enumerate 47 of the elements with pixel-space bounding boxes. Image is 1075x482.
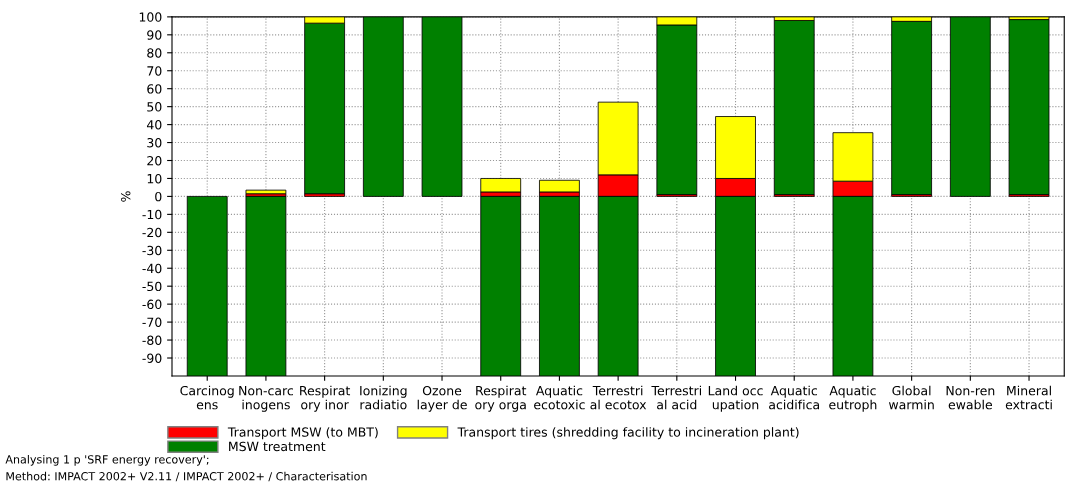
bar bbox=[891, 20, 933, 196]
legend-label: MSW treatment bbox=[229, 441, 326, 452]
y-tick-label: -30 bbox=[142, 245, 162, 256]
y-tick-label: -20 bbox=[142, 227, 162, 238]
x-tick-label: Aquatic acidifica bbox=[769, 385, 819, 410]
y-axis-title: % bbox=[120, 191, 131, 202]
bar bbox=[480, 178, 522, 193]
text: Analysing 1 p 'SRF energy recovery'; bbox=[5, 454, 209, 466]
legend-label: Transport tires (shredding facility to incineration plant) bbox=[457, 427, 799, 440]
x-tick-label: Non-ren ewable bbox=[946, 386, 995, 410]
text: Method: IMPACT 2002+ V2.11 / IMPACT 2002+ / Characterisation bbox=[6, 471, 367, 482]
y-tick-label: 10 bbox=[147, 173, 162, 184]
x-tick-label: Aquatic ecotoxic bbox=[534, 385, 585, 410]
y-tick-label: -90 bbox=[142, 353, 162, 363]
y-tick-label: 0 bbox=[155, 191, 162, 202]
x-tick-label: Global warmin bbox=[888, 385, 934, 410]
x-tick-label: Ozone layer de bbox=[417, 385, 467, 412]
y-tick-label: 30 bbox=[147, 138, 162, 148]
y-tick-label: 80 bbox=[147, 48, 162, 58]
y-tick-label: 100 bbox=[139, 12, 162, 22]
x-tick-label: Aquatic eutroph bbox=[829, 385, 877, 412]
bar bbox=[539, 179, 580, 193]
x-tick-label: Terrestri al acid bbox=[651, 385, 701, 410]
x-tick-label: Ionizing radiatio bbox=[360, 385, 407, 410]
y-tick-label: 70 bbox=[147, 66, 162, 76]
y-tick-label: -40 bbox=[142, 263, 162, 274]
x-tick-label: Respirat ory orga bbox=[475, 385, 527, 412]
y-tick-label: -10 bbox=[142, 209, 162, 220]
bar bbox=[245, 189, 287, 195]
x-tick-label: Terrestri al ecotox bbox=[590, 385, 647, 410]
x-tick-label: Mineral extracti bbox=[1005, 385, 1052, 410]
y-tick-label: -60 bbox=[142, 299, 162, 310]
y-tick-label: 90 bbox=[147, 30, 162, 40]
y-tick-label: -50 bbox=[142, 281, 162, 292]
x-tick-label: Respirat ory inor bbox=[300, 385, 351, 412]
legend-label: Transport MSW (to MBT) bbox=[227, 427, 378, 440]
y-tick-label: -80 bbox=[142, 335, 162, 345]
bar bbox=[773, 20, 815, 196]
x-tick-label: Non-carc inogens bbox=[239, 386, 293, 412]
x-tick-label: Carcinog ens bbox=[180, 385, 234, 410]
y-tick-label: 40 bbox=[146, 120, 162, 130]
y-tick-label: -70 bbox=[142, 317, 162, 328]
x-tick-label: Land occ upation bbox=[708, 385, 763, 412]
y-tick-label: 60 bbox=[147, 84, 162, 94]
y-tick-label: 20 bbox=[147, 155, 162, 166]
bar bbox=[1008, 19, 1050, 196]
y-tick-label: 50 bbox=[147, 102, 162, 112]
